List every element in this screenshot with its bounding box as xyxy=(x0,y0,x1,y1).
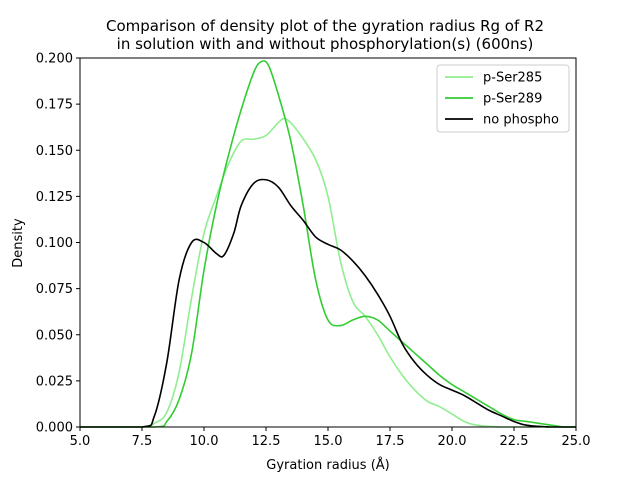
series-line-2 xyxy=(80,60,576,428)
x-axis-label: Gyration radius (Å) xyxy=(266,457,389,473)
x-tick-label: 25.0 xyxy=(562,434,591,449)
legend-label: no phospho xyxy=(483,113,559,128)
y-tick-label: 0.125 xyxy=(36,190,73,205)
y-tick-label: 0.000 xyxy=(36,421,73,436)
legend-label: p-Ser289 xyxy=(483,92,542,107)
legend-label: p-Ser285 xyxy=(483,71,542,86)
x-tick-label: 22.5 xyxy=(500,434,529,449)
x-tick-label: 15.0 xyxy=(314,434,343,449)
x-tick-label: 7.5 xyxy=(132,434,153,449)
y-axis-ticks: 0.000 0.025 0.050 0.075 0.100 0.125 0.150 0.175… xyxy=(36,52,80,436)
y-tick-label: 0.150 xyxy=(36,144,73,159)
y-tick-label: 0.025 xyxy=(36,374,73,389)
chart-title-line1: Comparison of density plot of the gyrati… xyxy=(106,17,544,35)
x-tick-label: 12.5 xyxy=(252,434,281,449)
y-tick-label: 0.050 xyxy=(36,328,73,343)
y-tick-label: 0.200 xyxy=(36,52,73,67)
y-tick-label: 0.075 xyxy=(36,282,73,297)
y-tick-label: 0.100 xyxy=(36,236,73,251)
legend: p-Ser285 p-Ser289 no phospho xyxy=(436,64,570,133)
chart-title-line2: in solution with and without phosphoryla… xyxy=(117,35,534,53)
x-axis-ticks: 5.0 7.5 10.0 12.5 15.0 17.5 20.0 22.5 25.0 xyxy=(70,427,591,449)
series-line-1 xyxy=(80,117,576,428)
series-line-3 xyxy=(80,178,576,428)
x-tick-label: 10.0 xyxy=(190,434,219,449)
plot-lines xyxy=(80,60,576,428)
y-tick-label: 0.175 xyxy=(36,98,73,113)
x-tick-label: 17.5 xyxy=(376,434,405,449)
y-axis-label: Density xyxy=(11,218,26,268)
x-tick-label: 5.0 xyxy=(70,434,91,449)
legend-box xyxy=(436,64,570,133)
x-tick-label: 20.0 xyxy=(438,434,467,449)
